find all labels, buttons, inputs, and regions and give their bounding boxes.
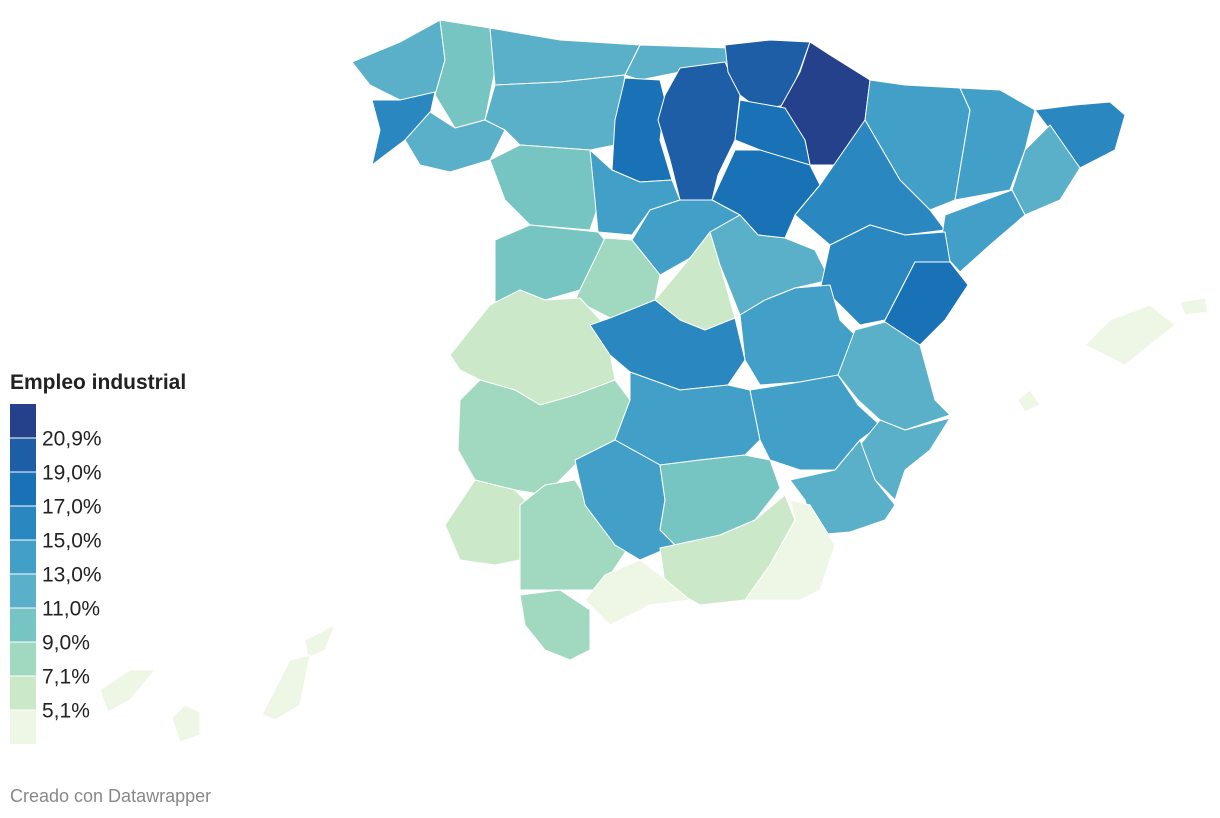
region (954, 87, 1036, 201)
island (1017, 389, 1041, 413)
map (99, 19, 1209, 743)
region (351, 19, 446, 101)
region (484, 74, 626, 151)
legend-swatch (10, 438, 36, 472)
island (1179, 297, 1209, 316)
legend-swatch (10, 472, 36, 506)
island (304, 624, 336, 659)
region (837, 321, 951, 431)
island (261, 654, 311, 721)
legend-label: 19,0% (42, 462, 102, 485)
region (434, 19, 496, 129)
legend-label: 7,1% (42, 666, 90, 689)
region (489, 144, 601, 231)
region (584, 559, 691, 626)
legend-label: 17,0% (42, 496, 102, 519)
footer: Creado con Datawrapper (10, 786, 211, 806)
region (939, 189, 1026, 273)
island (99, 669, 156, 713)
legend-swatch (10, 710, 36, 744)
legend-swatch (10, 642, 36, 676)
region (744, 499, 836, 601)
region (779, 41, 871, 166)
legend-swatch (10, 608, 36, 642)
region (519, 589, 591, 661)
legend-swatch (10, 404, 36, 438)
legend-swatch (10, 574, 36, 608)
legend-label: 15,0% (42, 530, 102, 553)
legend-label: 13,0% (42, 564, 102, 587)
legend-swatch (10, 540, 36, 574)
legend-label: 20,9% (42, 428, 102, 451)
island (171, 704, 201, 743)
region (794, 119, 946, 246)
region (444, 479, 531, 566)
legend-swatch (10, 676, 36, 710)
legend: 20,9% 19,0% 17,0% 15,0% 13,0% 11,0% 9,0% 7,1% 5,… (10, 404, 102, 744)
legend-label: 11,0% (42, 598, 100, 621)
legend-swatch (10, 506, 36, 540)
region (589, 299, 746, 391)
legend-label: 9,0% (42, 632, 90, 655)
legend-title: Empleo industrial (10, 371, 186, 394)
island (1084, 304, 1176, 366)
legend-label: 5,1% (42, 700, 90, 723)
